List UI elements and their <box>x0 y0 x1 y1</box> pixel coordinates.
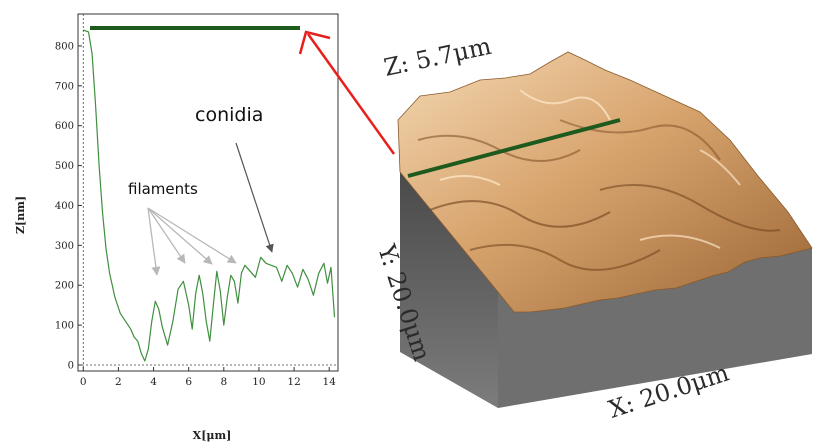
y-tick-label: 400 <box>55 201 74 212</box>
y-tick-label: 500 <box>55 161 74 172</box>
conidia-label: conidia <box>195 104 263 126</box>
x-axis-title: X[μm] <box>193 429 232 442</box>
profile-line <box>83 29 336 362</box>
surface-ridge <box>699 149 741 186</box>
x-tick-label: 6 <box>185 376 192 388</box>
surface-ridge <box>519 89 611 121</box>
surface-ridge <box>639 234 721 249</box>
surface-profile-marker <box>407 118 621 178</box>
surface-ridge <box>439 175 501 186</box>
x-tick-label: 12 <box>287 376 300 388</box>
surface-ridge <box>469 243 661 271</box>
y-tick-label: 100 <box>55 321 74 332</box>
x-tick-label: 2 <box>115 376 122 388</box>
x-tick-label: 14 <box>323 376 337 388</box>
z-dimension-label: Z: 5.7μm <box>381 32 494 82</box>
x-tick-label: 4 <box>150 376 157 388</box>
filament-arrows <box>147 207 237 276</box>
block-left-side <box>400 172 498 408</box>
filament-arrow <box>147 207 237 264</box>
y-tick-label: 200 <box>55 281 74 292</box>
y-tick-label: 800 <box>55 41 74 52</box>
surface-ridge <box>429 200 611 228</box>
conidia-arrow <box>235 142 274 253</box>
y-tick-label: 600 <box>55 121 74 132</box>
y-tick-label: 700 <box>55 81 74 92</box>
filaments-label: filaments <box>128 180 198 198</box>
afm-3d-surface: Z: 5.7μm Y: 20.0μm X: 20.0μm <box>372 32 813 424</box>
y-tick-label: 300 <box>55 241 74 252</box>
red-arrowhead <box>298 30 331 55</box>
x-tick-label: 0 <box>80 376 87 388</box>
profile-series <box>83 29 336 362</box>
y-axis-ticks: 0 100 200 300 400 500 600 700 800 <box>55 41 82 372</box>
plot-frame <box>77 13 339 372</box>
plot-border <box>77 13 339 372</box>
red-pointer-arrow <box>306 33 396 155</box>
filament-arrow <box>147 207 161 276</box>
x-tick-label: 10 <box>252 376 265 388</box>
profile-connector <box>90 26 396 155</box>
x-tick-label: 8 <box>220 376 227 388</box>
filament-arrow <box>147 207 186 264</box>
height-profile-plot: 0 100 200 300 400 500 600 700 800 0 2 4 6 8 10 12 14 Z[… <box>14 13 339 442</box>
filament-arrow <box>147 207 213 265</box>
y-axis-title: Z[nm] <box>14 196 27 234</box>
surface-ridge <box>599 184 781 232</box>
y-tick-label: 0 <box>68 361 74 372</box>
surface-topography <box>397 51 813 313</box>
x-axis-ticks: 0 2 4 6 8 10 12 14 <box>80 367 336 388</box>
